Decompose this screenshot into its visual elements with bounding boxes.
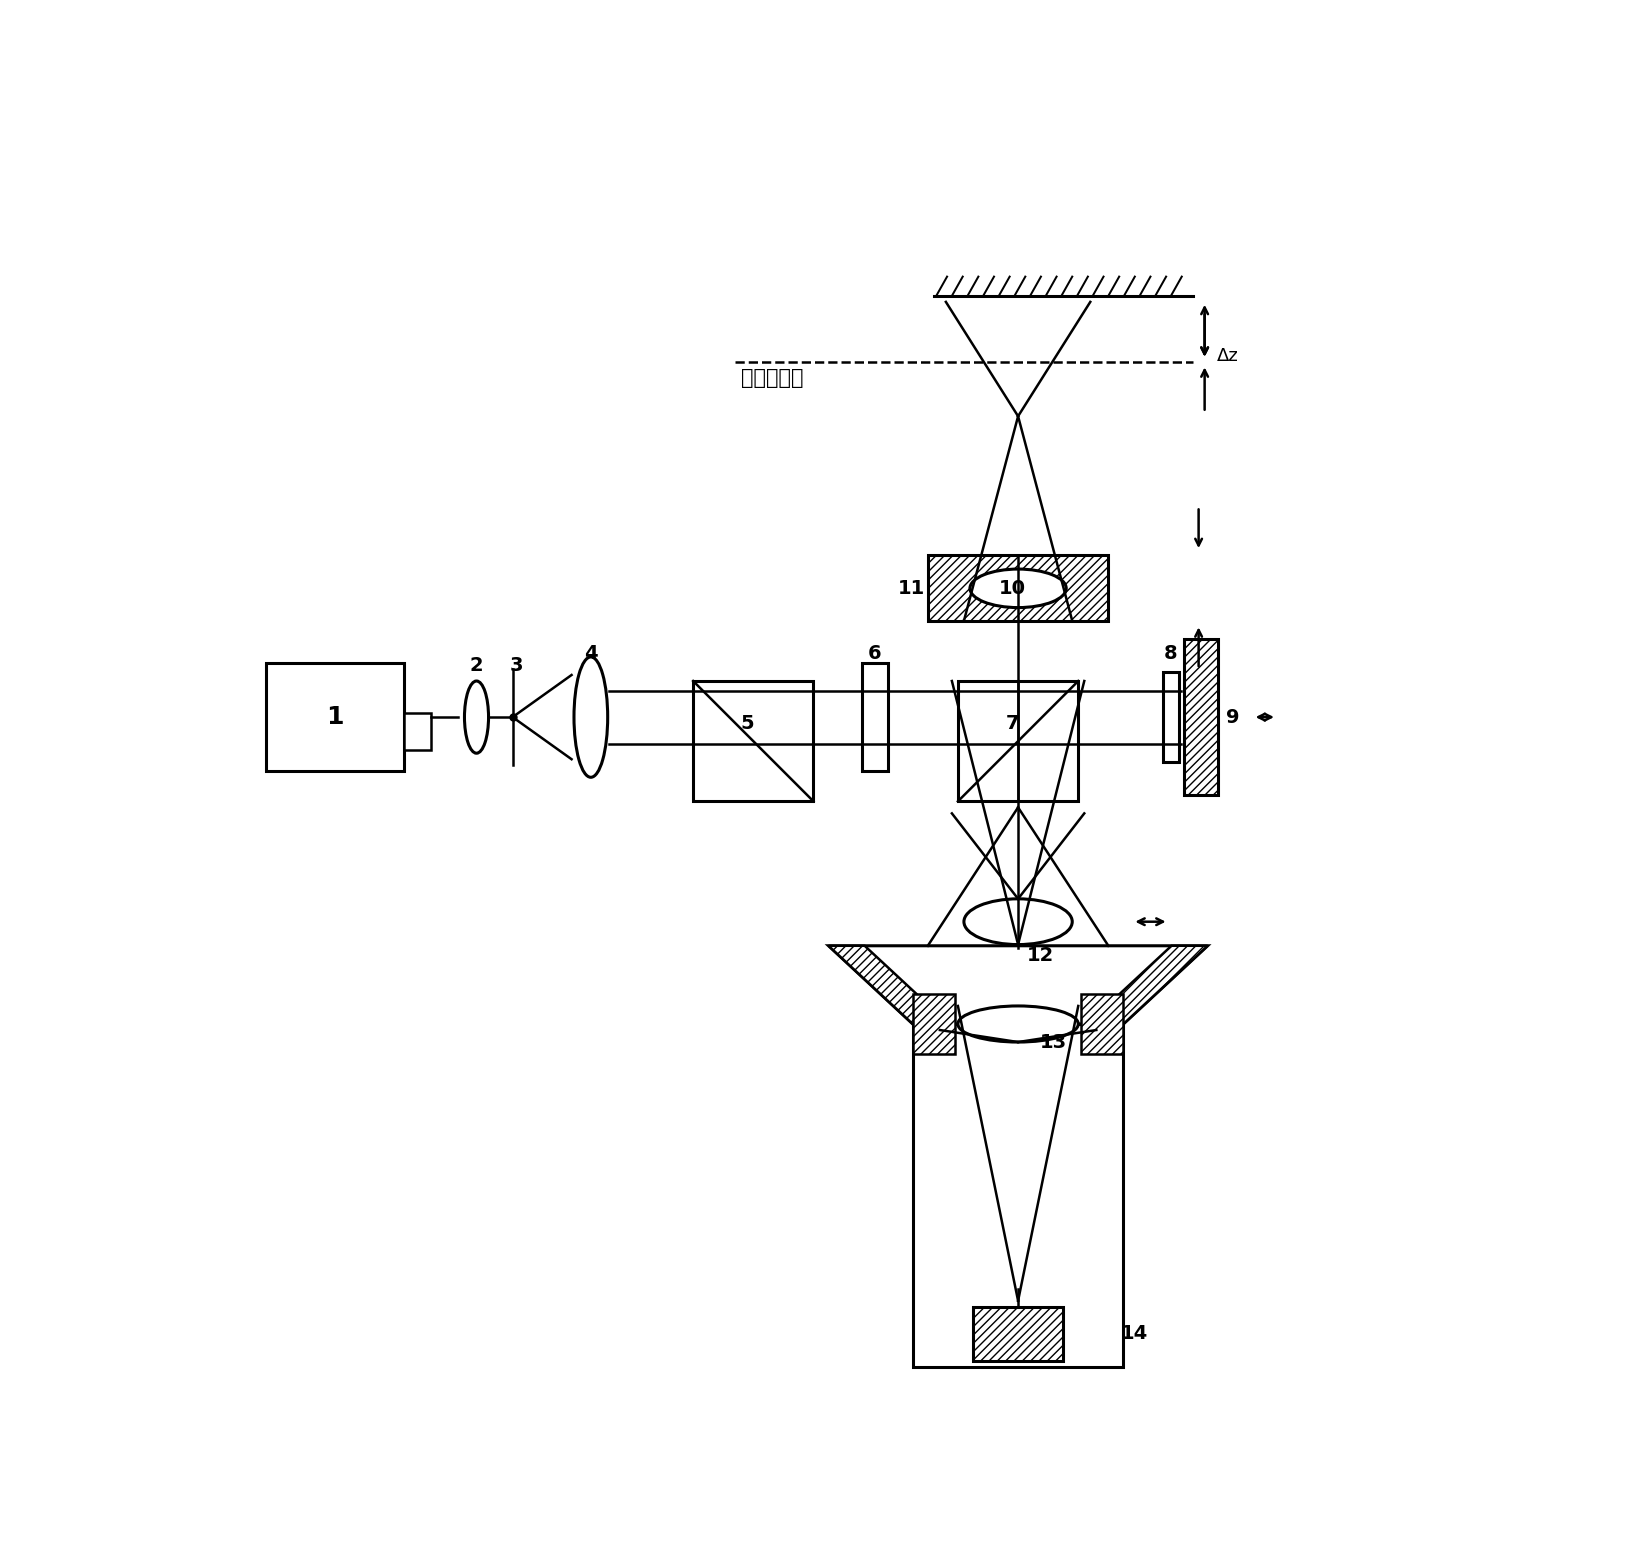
- Text: 8: 8: [1164, 644, 1179, 663]
- Polygon shape: [828, 946, 948, 1024]
- Text: 11: 11: [899, 578, 925, 597]
- Text: 1: 1: [326, 705, 344, 728]
- Bar: [1081, 994, 1123, 1053]
- Text: 12: 12: [1027, 946, 1053, 964]
- Bar: [973, 1307, 1063, 1361]
- Bar: [1162, 672, 1179, 763]
- Ellipse shape: [464, 681, 489, 753]
- Text: 13: 13: [1040, 1033, 1067, 1052]
- Bar: [914, 994, 955, 1053]
- Bar: [405, 713, 431, 750]
- Bar: [693, 681, 813, 802]
- Text: 4: 4: [584, 644, 597, 663]
- Ellipse shape: [969, 569, 1067, 608]
- Text: 9: 9: [1226, 708, 1239, 727]
- Bar: [1183, 639, 1218, 796]
- Text: 3: 3: [510, 656, 523, 675]
- Text: 测量参考面: 测量参考面: [741, 369, 803, 388]
- Polygon shape: [1088, 946, 1208, 1024]
- Text: Δz: Δz: [1216, 347, 1238, 366]
- Text: 7: 7: [1006, 714, 1019, 733]
- Text: 6: 6: [867, 644, 882, 663]
- Ellipse shape: [958, 1007, 1078, 1043]
- Bar: [914, 1024, 1123, 1368]
- Ellipse shape: [574, 656, 607, 777]
- Text: 5: 5: [741, 714, 754, 733]
- Bar: [928, 555, 1108, 621]
- Text: 14: 14: [1121, 1324, 1147, 1343]
- Bar: [958, 681, 1078, 802]
- Bar: [861, 663, 889, 771]
- Polygon shape: [828, 946, 1208, 1024]
- Ellipse shape: [965, 899, 1072, 944]
- Bar: [267, 663, 405, 771]
- Text: 10: 10: [999, 578, 1025, 597]
- Text: 2: 2: [469, 656, 484, 675]
